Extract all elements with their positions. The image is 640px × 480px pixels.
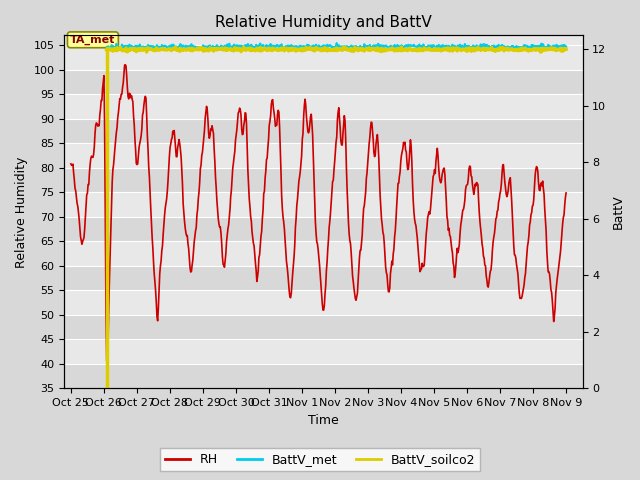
X-axis label: Time: Time [308,414,339,427]
Legend: RH, BattV_met, BattV_soilco2: RH, BattV_met, BattV_soilco2 [159,448,481,471]
Bar [64,70,582,94]
Bar [64,241,582,266]
Y-axis label: BattV: BattV [612,194,625,229]
Bar [64,339,582,364]
Bar [64,217,582,241]
Bar [64,45,582,70]
Bar [64,94,582,119]
Title: Relative Humidity and BattV: Relative Humidity and BattV [215,15,432,30]
Bar [64,192,582,217]
Bar [64,315,582,339]
Bar [64,364,582,388]
Bar [64,143,582,168]
Bar [64,290,582,315]
Bar [64,266,582,290]
Bar [64,168,582,192]
Text: TA_met: TA_met [70,35,116,45]
Bar [64,119,582,143]
Y-axis label: Relative Humidity: Relative Humidity [15,156,28,267]
